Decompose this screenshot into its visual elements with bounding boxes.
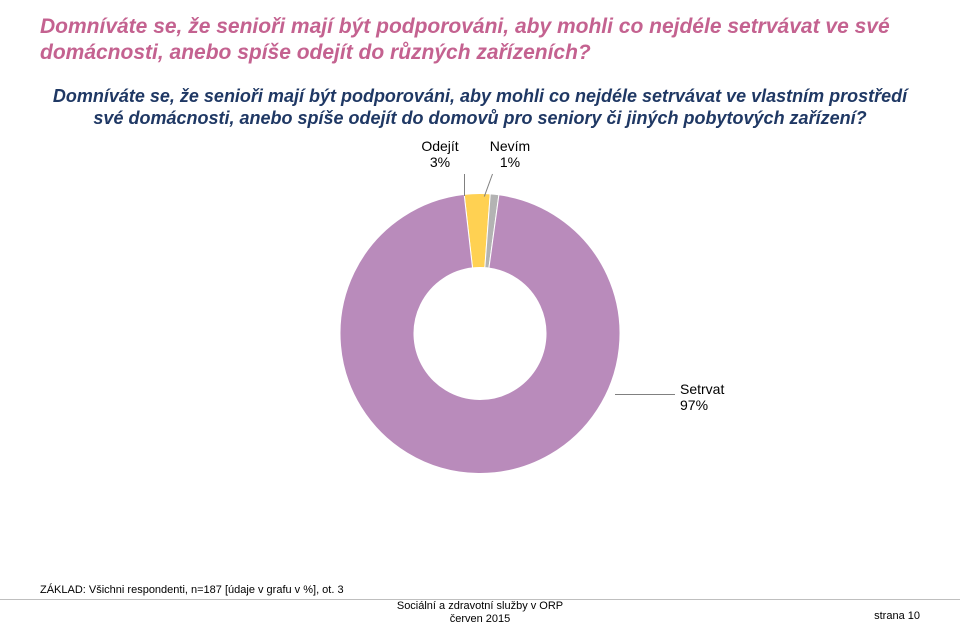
leader-odejit (464, 174, 465, 196)
slice-label-nevim-pct: 1% (480, 154, 540, 170)
slice-label-odejit-pct: 3% (410, 154, 470, 170)
footnote: ZÁKLAD: Všichni respondenti, n=187 [údaj… (40, 584, 344, 596)
leader-setrvat (615, 394, 675, 395)
page-number: strana 10 (874, 610, 920, 622)
donut-wrap (320, 173, 640, 498)
slice-label-odejit: Odejít 3% (410, 138, 470, 170)
footer-center: Sociální a zdravotní služby v ORP červen… (397, 600, 563, 626)
slice-label-nevim-name: Nevím (480, 138, 540, 154)
page: Domníváte se, že senioři mají být podpor… (0, 0, 960, 636)
slice-label-setrvat: Setrvat 97% (680, 381, 750, 413)
slice-label-setrvat-pct: 97% (680, 397, 750, 413)
sub-heading: Domníváte se, že senioři mají být podpor… (40, 85, 920, 130)
slice-label-odejit-name: Odejít (410, 138, 470, 154)
footer-line2: červen 2015 (397, 613, 563, 626)
main-heading: Domníváte se, že senioři mají být podpor… (40, 14, 920, 67)
donut-chart: Odejít 3% Nevím 1% Setrvat 97% (40, 136, 920, 536)
slice-label-nevim: Nevím 1% (480, 138, 540, 170)
donut-svg (320, 173, 640, 493)
footer-line1: Sociální a zdravotní služby v ORP (397, 600, 563, 613)
slice-label-setrvat-name: Setrvat (680, 381, 750, 397)
